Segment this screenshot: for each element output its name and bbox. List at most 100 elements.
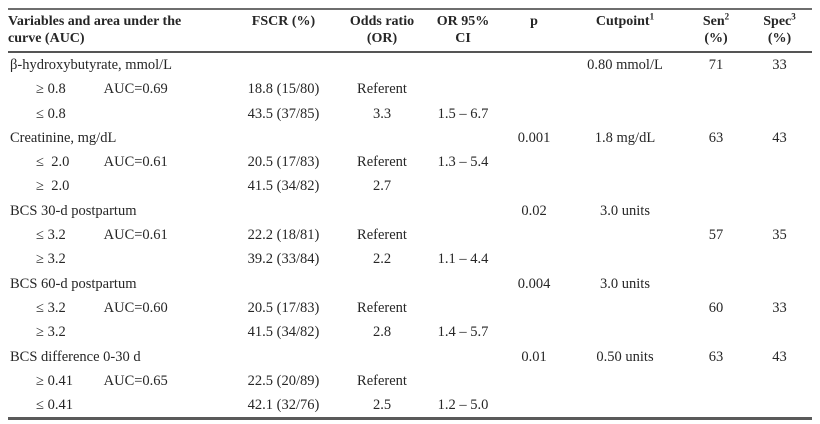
cell-spec: 43 bbox=[772, 348, 787, 365]
cell-ci bbox=[423, 272, 503, 296]
row-threshold: ≤ 2.0 bbox=[36, 154, 70, 171]
cell-p: 0.01 bbox=[521, 348, 547, 365]
cell-or bbox=[341, 199, 423, 223]
cell-sen bbox=[685, 102, 747, 126]
cell-p bbox=[503, 223, 565, 247]
results-table-container: Variables and area under the curve (AUC)… bbox=[8, 8, 812, 421]
row-auc: AUC=0.60 bbox=[103, 299, 168, 316]
cell-or: Referent bbox=[357, 227, 407, 244]
cell-p bbox=[503, 296, 565, 320]
cell-cutpoint bbox=[565, 223, 685, 247]
header-line: Variables and area under the bbox=[8, 14, 182, 29]
row-threshold: ≤ 0.41 bbox=[36, 397, 73, 414]
table-row: ≥ 3.2 41.5 (34/82) 2.8 1.4 – 5.7 bbox=[8, 320, 812, 344]
col-header-or-ci: OR 95% CI bbox=[423, 9, 503, 53]
cell-p bbox=[503, 393, 565, 419]
table-row: β-hydroxybutyrate, mmol/L 0.80 mmol/L 71… bbox=[8, 52, 812, 77]
cell-cutpoint: 3.0 units bbox=[600, 202, 650, 219]
cell-sen bbox=[685, 174, 747, 198]
row-variable: β-hydroxybutyrate, mmol/L bbox=[10, 57, 173, 73]
cell-sen bbox=[685, 369, 747, 393]
cell-fscr bbox=[226, 272, 341, 296]
header-line: Spec3 bbox=[763, 11, 796, 29]
cell-fscr: 41.5 (34/82) bbox=[247, 178, 320, 195]
row-threshold: ≤ 3.2 bbox=[36, 227, 66, 244]
row-auc: AUC=0.69 bbox=[103, 81, 168, 98]
table-row: ≥ 0.8 AUC=0.69 18.8 (15/80) Referent bbox=[8, 77, 812, 101]
cell-ci bbox=[423, 296, 503, 320]
cell-cutpoint: 0.50 units bbox=[596, 348, 654, 365]
table-row: ≥ 3.2 39.2 (33/84) 2.2 1.1 – 4.4 bbox=[8, 247, 812, 271]
cell-p bbox=[503, 369, 565, 393]
table-row: ≥ 0.41 AUC=0.65 22.5 (20/89) Referent bbox=[8, 369, 812, 393]
cell-variable: ≤ 0.41 bbox=[8, 393, 226, 419]
cell-spec: 43 bbox=[772, 129, 787, 146]
header-line: (%) bbox=[767, 31, 792, 46]
cell-fscr: 39.2 (33/84) bbox=[247, 251, 320, 268]
cell-variable: ≥ 2.0 bbox=[8, 174, 226, 198]
cell-spec bbox=[747, 369, 812, 393]
cell-cutpoint: 0.80 mmol/L bbox=[587, 57, 663, 73]
cell-fscr bbox=[226, 345, 341, 369]
col-header-spec: Spec3 (%) bbox=[747, 9, 812, 53]
header-line: OR 95% bbox=[436, 14, 490, 29]
cell-sen: 63 bbox=[708, 129, 724, 146]
header-line: Odds ratio bbox=[349, 14, 415, 29]
table-row: ≤ 0.41 42.1 (32/76) 2.5 1.2 – 5.0 bbox=[8, 393, 812, 419]
cell-ci: 1.5 – 6.7 bbox=[437, 105, 489, 122]
cell-or: 2.8 bbox=[372, 324, 392, 341]
cell-or: 2.2 bbox=[372, 251, 392, 268]
cell-sen bbox=[685, 150, 747, 174]
col-header-cutpoint: Cutpoint1 bbox=[565, 9, 685, 53]
table-row: Creatinine, mg/dL 0.001 1.8 mg/dL 63 43 bbox=[8, 126, 812, 150]
header-line: p bbox=[530, 14, 538, 29]
cell-ci: 1.2 – 5.0 bbox=[437, 397, 489, 414]
header-line: Cutpoint1 bbox=[595, 11, 655, 29]
cell-cutpoint bbox=[565, 174, 685, 198]
cell-sen: 71 bbox=[708, 57, 724, 73]
row-auc: AUC=0.61 bbox=[103, 154, 168, 171]
cell-spec bbox=[747, 393, 812, 419]
col-header-sen: Sen2 (%) bbox=[685, 9, 747, 53]
cell-cutpoint bbox=[565, 247, 685, 271]
cell-ci bbox=[423, 52, 503, 77]
footnote-marker: 1 bbox=[649, 11, 655, 22]
cell-sen bbox=[685, 320, 747, 344]
cell-variable: ≥ 3.2 bbox=[8, 247, 226, 271]
cell-p bbox=[503, 247, 565, 271]
cell-variable: β-hydroxybutyrate, mmol/L bbox=[8, 52, 226, 77]
table-row: BCS difference 0-30 d 0.01 0.50 units 63… bbox=[8, 345, 812, 369]
cell-ci bbox=[423, 223, 503, 247]
row-variable: BCS 30-d postpartum bbox=[10, 202, 137, 219]
cell-cutpoint bbox=[565, 393, 685, 419]
cell-or bbox=[341, 126, 423, 150]
cell-variable: ≤ 0.8 bbox=[8, 102, 226, 126]
cell-sen bbox=[685, 247, 747, 271]
table-row: ≤ 0.8 43.5 (37/85) 3.3 1.5 – 6.7 bbox=[8, 102, 812, 126]
cell-sen: 57 bbox=[708, 227, 724, 244]
cell-fscr: 42.1 (32/76) bbox=[247, 397, 320, 414]
row-threshold: ≥ 2.0 bbox=[36, 178, 70, 195]
table-row: ≥ 2.0 41.5 (34/82) 2.7 bbox=[8, 174, 812, 198]
cell-cutpoint: 1.8 mg/dL bbox=[594, 129, 656, 146]
col-header-variables: Variables and area under the curve (AUC) bbox=[8, 9, 226, 53]
cell-fscr: 22.2 (18/81) bbox=[247, 227, 320, 244]
cell-spec bbox=[747, 150, 812, 174]
header-line: CI bbox=[455, 31, 471, 46]
table-row: ≤ 3.2 AUC=0.60 20.5 (17/83) Referent 60 … bbox=[8, 296, 812, 320]
cell-or: Referent bbox=[357, 372, 407, 389]
cell-variable: ≥ 0.41 AUC=0.65 bbox=[8, 369, 226, 393]
cell-variable: ≤ 3.2 AUC=0.61 bbox=[8, 223, 226, 247]
footnote-marker: 2 bbox=[724, 11, 730, 22]
cell-spec: 35 bbox=[772, 227, 787, 244]
cell-fscr bbox=[226, 199, 341, 223]
cell-cutpoint bbox=[565, 320, 685, 344]
cell-cutpoint bbox=[565, 369, 685, 393]
header-line: curve (AUC) bbox=[8, 31, 85, 46]
col-header-fscr: FSCR (%) bbox=[226, 9, 341, 53]
table-row: ≤ 3.2 AUC=0.61 22.2 (18/81) Referent 57 … bbox=[8, 223, 812, 247]
row-variable: BCS 60-d postpartum bbox=[10, 275, 137, 292]
cell-sen: 60 bbox=[708, 299, 724, 316]
row-threshold: ≤ 0.8 bbox=[36, 105, 66, 122]
